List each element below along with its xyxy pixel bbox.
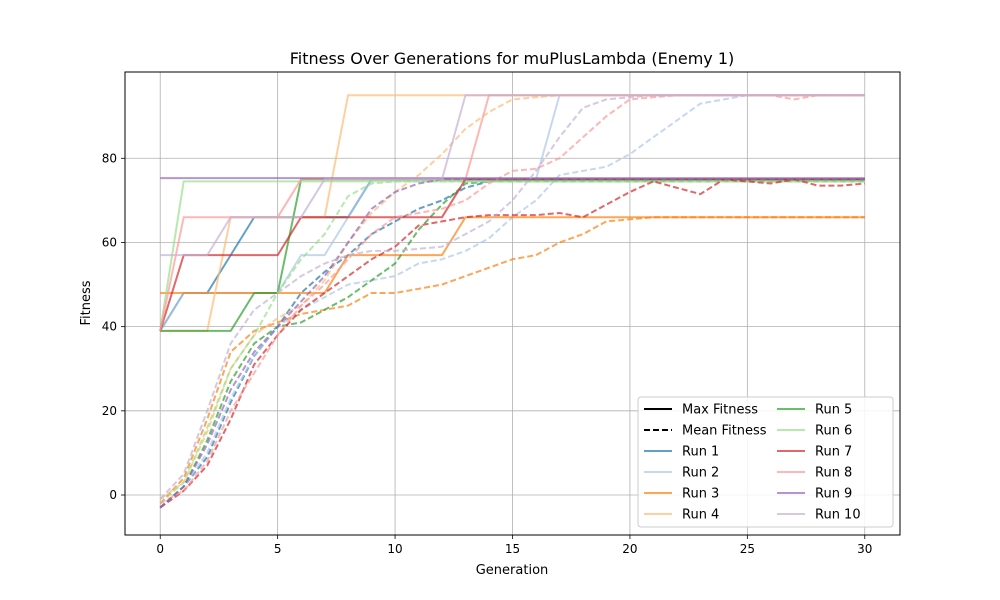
y-tick-label: 20 <box>102 404 117 418</box>
run-4-mean-line <box>159 94 865 501</box>
run-10-mean-line <box>159 94 865 500</box>
axis-ticks: 0 5 10 15 20 25 30 0 20 40 60 80 <box>102 151 873 556</box>
legend-label: Run 6 <box>815 424 852 439</box>
legend-label: Run 8 <box>815 466 852 481</box>
legend: Max Fitness Mean Fitness Run 1 Run 2 Run 3 Ru… <box>637 396 894 528</box>
x-tick-label: 0 <box>156 542 164 556</box>
x-axis-label: Generation <box>476 563 549 578</box>
x-tick-label: 30 <box>857 542 872 556</box>
legend-box <box>637 396 894 528</box>
legend-label: Run 3 <box>682 487 719 502</box>
legend-label: Run 5 <box>815 403 852 418</box>
legend-label: Mean Fitness <box>682 424 767 439</box>
x-tick-label: 5 <box>274 542 282 556</box>
y-tick-label: 40 <box>102 320 117 334</box>
legend-label: Run 1 <box>682 445 719 460</box>
chart-title: Fitness Over Generations for muPlusLambd… <box>290 49 735 68</box>
legend-label: Max Fitness <box>682 403 758 418</box>
run-3-mean-line <box>159 216 865 505</box>
x-tick-label: 25 <box>740 542 755 556</box>
legend-label: Run 10 <box>815 508 861 523</box>
run-9-mean-line <box>159 178 865 509</box>
y-tick-label: 0 <box>109 488 117 502</box>
legend-label: Run 7 <box>815 445 852 460</box>
x-tick-label: 20 <box>622 542 637 556</box>
y-axis-label: Fitness <box>79 280 94 325</box>
x-tick-label: 10 <box>387 542 402 556</box>
y-tick-label: 60 <box>102 235 117 249</box>
legend-label: Run 4 <box>682 508 719 523</box>
run-8-mean-line <box>159 94 865 505</box>
x-tick-label: 15 <box>505 542 520 556</box>
legend-label: Run 2 <box>682 466 719 481</box>
legend-label: Run 9 <box>815 487 852 502</box>
series-layer <box>159 94 865 509</box>
y-tick-label: 80 <box>102 151 117 165</box>
